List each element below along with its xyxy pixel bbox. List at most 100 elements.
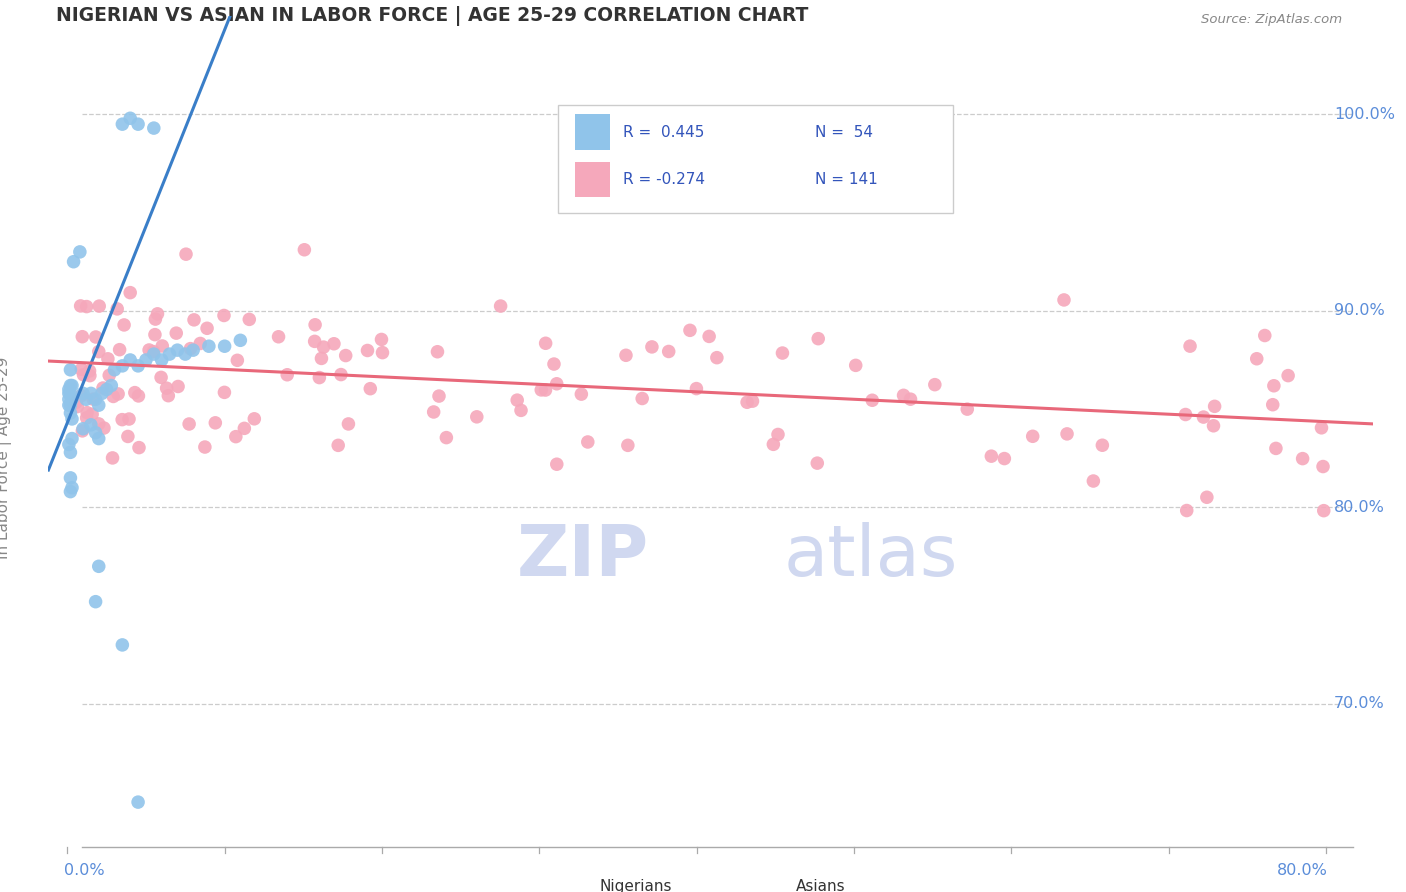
- Point: [58, 392, 80, 407]
- Point: [117, 429, 139, 443]
- Point: [706, 351, 728, 365]
- Point: [741, 394, 763, 409]
- Point: [860, 393, 883, 408]
- Point: [179, 417, 201, 431]
- Point: [66, 400, 89, 414]
- Point: [465, 409, 488, 424]
- Point: [89, 299, 111, 313]
- Text: 80.0%: 80.0%: [1277, 863, 1327, 878]
- Point: [60, 481, 83, 495]
- Point: [641, 340, 664, 354]
- Point: [84, 425, 107, 440]
- Point: [534, 336, 557, 351]
- Point: [576, 434, 599, 449]
- Point: [685, 382, 707, 396]
- Point: [143, 327, 166, 342]
- Text: 90.0%: 90.0%: [1334, 303, 1385, 318]
- Point: [69, 299, 91, 313]
- Point: [506, 393, 529, 408]
- Text: Nigerians: Nigerians: [599, 880, 672, 892]
- Point: [59, 378, 82, 392]
- Point: [188, 336, 211, 351]
- Point: [72, 422, 94, 436]
- Point: [1022, 429, 1045, 443]
- Point: [617, 438, 640, 452]
- Point: [58, 398, 80, 412]
- Point: [69, 244, 91, 259]
- Point: [79, 368, 101, 383]
- Point: [226, 353, 249, 368]
- Point: [72, 368, 94, 382]
- Point: [323, 336, 346, 351]
- Point: [900, 392, 922, 407]
- Text: R =  0.445: R = 0.445: [623, 125, 704, 139]
- Point: [150, 353, 173, 368]
- Point: [70, 388, 93, 402]
- Point: [304, 334, 326, 349]
- Text: In Labor Force | Age 25-29: In Labor Force | Age 25-29: [0, 357, 13, 559]
- Point: [108, 343, 131, 357]
- Point: [359, 382, 381, 396]
- Point: [1202, 418, 1225, 433]
- Point: [59, 445, 82, 459]
- Point: [337, 417, 360, 431]
- Point: [59, 386, 82, 401]
- Point: [1291, 451, 1313, 466]
- Point: [356, 343, 378, 358]
- Point: [87, 417, 110, 431]
- Point: [135, 353, 157, 368]
- Point: [174, 347, 197, 361]
- Point: [79, 364, 101, 378]
- Point: [735, 395, 758, 409]
- Point: [96, 383, 118, 397]
- Point: [87, 559, 110, 574]
- Point: [120, 285, 142, 300]
- Point: [127, 117, 149, 131]
- Point: [993, 451, 1015, 466]
- Text: ZIP: ZIP: [517, 522, 650, 591]
- Point: [101, 450, 124, 465]
- Point: [434, 431, 457, 445]
- Point: [166, 343, 188, 358]
- Point: [82, 407, 104, 421]
- Point: [103, 363, 125, 377]
- Point: [103, 389, 125, 403]
- Point: [150, 339, 173, 353]
- Point: [60, 412, 83, 426]
- Point: [1083, 474, 1105, 488]
- Point: [62, 254, 84, 268]
- Point: [111, 638, 134, 652]
- Text: NIGERIAN VS ASIAN IN LABOR FORCE | AGE 25-29 CORRELATION CHART: NIGERIAN VS ASIAN IN LABOR FORCE | AGE 2…: [56, 6, 808, 26]
- Point: [267, 330, 290, 344]
- Point: [91, 381, 114, 395]
- Point: [543, 357, 565, 371]
- Text: 80.0%: 80.0%: [1334, 500, 1385, 515]
- Text: R = -0.274: R = -0.274: [623, 171, 704, 186]
- Point: [59, 398, 82, 412]
- Point: [330, 368, 353, 382]
- Text: 0.0%: 0.0%: [65, 863, 105, 878]
- Point: [530, 383, 553, 397]
- Point: [127, 389, 149, 403]
- Point: [214, 339, 236, 353]
- Point: [1178, 339, 1201, 353]
- Point: [546, 376, 568, 391]
- Point: [893, 388, 915, 402]
- Point: [510, 403, 533, 417]
- Point: [82, 392, 104, 406]
- Point: [1053, 293, 1076, 307]
- Point: [112, 318, 135, 332]
- Point: [59, 406, 82, 420]
- Point: [145, 312, 167, 326]
- FancyBboxPatch shape: [759, 871, 787, 892]
- Point: [60, 378, 83, 392]
- Point: [124, 385, 146, 400]
- Point: [75, 392, 97, 407]
- Point: [111, 412, 134, 426]
- Point: [1174, 408, 1197, 422]
- Point: [426, 344, 449, 359]
- Point: [58, 386, 80, 401]
- Point: [72, 329, 94, 343]
- Point: [58, 383, 80, 397]
- Point: [90, 386, 112, 401]
